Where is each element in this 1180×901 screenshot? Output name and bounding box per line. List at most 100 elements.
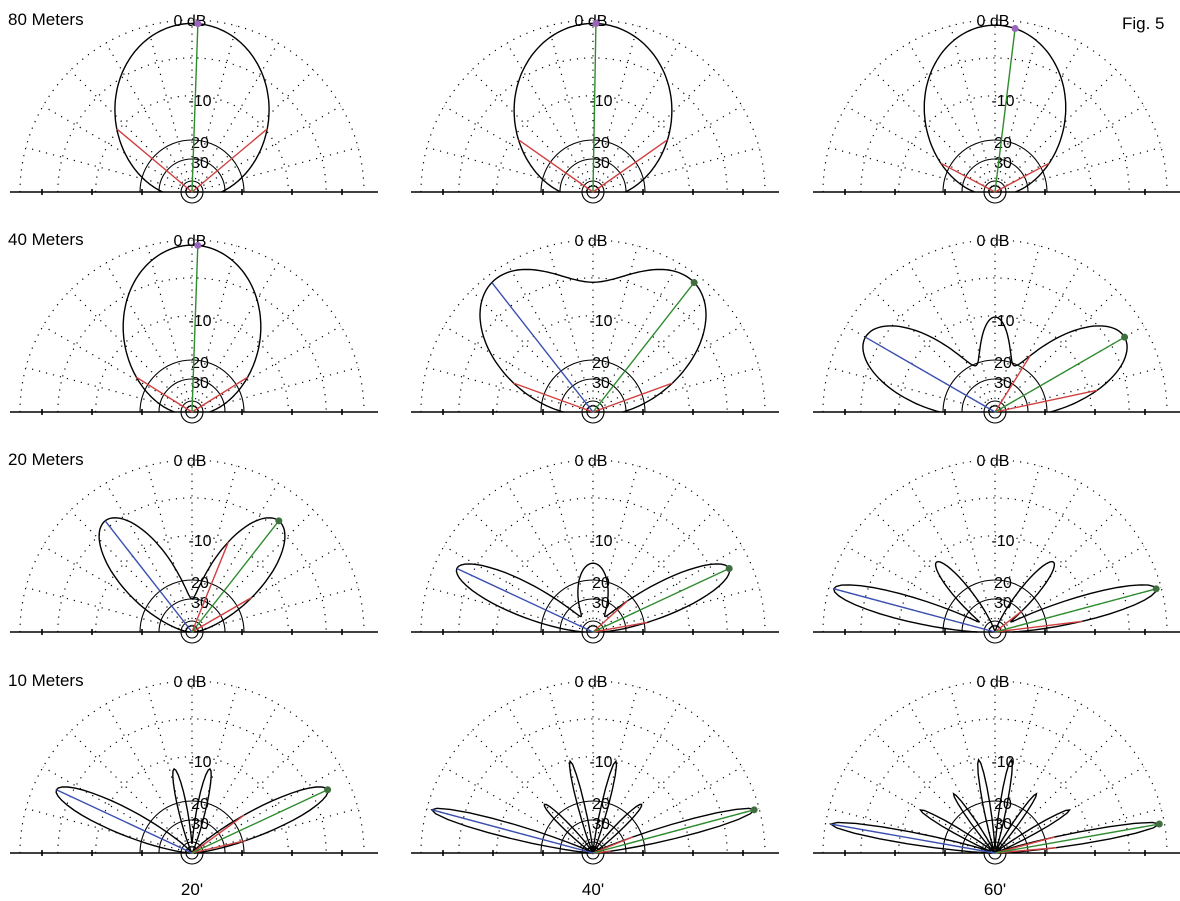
half-power-line [518,139,594,193]
grid-spoke [195,69,315,189]
back-lobe-line [833,588,996,633]
grid-spoke [25,146,187,192]
half-power-line [592,139,668,193]
peak-marker [194,20,202,28]
peak-marker [1011,25,1019,33]
half-power-line [191,541,230,633]
db-ring [961,598,1029,633]
scale-label-0db: 0 dB [977,453,1010,470]
half-power-line [136,376,193,413]
scale-label-10: -10 [188,533,211,550]
half-power-line [994,162,1050,193]
figure-label: Fig. 5 [1122,14,1165,33]
column-label: 60' [984,880,1006,899]
db-ring [961,158,1029,193]
peak-line [191,245,199,413]
grid-spoke [470,730,590,850]
scale-label-0db: 0 dB [174,13,207,30]
db-ring [559,819,627,854]
db-ring [540,800,646,854]
back-lobe-line [830,823,996,854]
radiation-pattern [122,244,262,413]
scale-label-10: -10 [188,313,211,330]
db-ring [540,359,646,413]
scale-label-30: 30 [592,595,610,612]
scale-label-20: 20 [994,575,1012,592]
scale-label-10: -10 [991,533,1014,550]
scale-label-10: -10 [991,313,1014,330]
back-lobe-line [431,809,594,854]
peak-marker [194,241,202,249]
grid-spoke [69,730,189,850]
grid-spoke [547,25,593,187]
radiation-pattern [55,767,329,854]
scale-label-0db: 0 dB [977,13,1010,30]
peak-marker [690,279,698,287]
scale-label-30: 30 [592,375,610,392]
scale-label-20: 20 [994,135,1012,152]
band-label: 40 Meters [8,230,84,249]
scale-label-0db: 0 dB [174,674,207,691]
peak-line [994,336,1125,413]
peak-marker [1121,333,1129,341]
grid-spoke [195,289,315,409]
scale-label-0db: 0 dB [575,453,608,470]
scale-label-20: 20 [994,796,1012,813]
grid-spoke [426,146,588,192]
grid-spoke [25,807,187,853]
peak-line [994,823,1160,854]
band-label: 10 Meters [8,671,84,690]
half-power-line [994,610,1023,633]
scale-label-30: 30 [191,155,209,172]
back-lobe-line [104,520,193,633]
scale-label-10: -10 [589,93,612,110]
half-power-line [994,620,1083,633]
radiation-pattern [114,22,270,193]
db-ring [559,378,627,413]
grid-spoke [69,69,189,189]
grid-spoke [197,146,359,192]
scale-label-20: 20 [592,355,610,372]
grid-spoke [949,25,995,187]
scale-label-0db: 0 dB [174,233,207,250]
peak-line [191,520,280,633]
scale-label-20: 20 [191,796,209,813]
db-ring [139,139,245,193]
grid-spoke [949,245,995,407]
half-power-line [592,836,633,854]
peak-line [994,28,1016,193]
grid-spoke [872,730,992,850]
scale-label-0db: 0 dB [575,233,608,250]
grid-spoke [598,146,760,192]
peak-line [994,588,1157,633]
scale-label-10: -10 [991,754,1014,771]
radiation-pattern [455,562,731,633]
peak-marker [1152,585,1160,593]
grid-spoke [596,730,716,850]
grid-spoke [872,69,992,189]
scale-label-10: -10 [991,93,1014,110]
grid-spoke [197,366,359,412]
half-power-line [994,846,1057,854]
grid-spoke [69,289,189,409]
grid-spoke [828,146,990,192]
grid-spoke [195,730,315,850]
db-ring [540,139,646,193]
grid-spoke [470,69,590,189]
db-ring [158,378,226,413]
db-ring [158,158,226,193]
half-power-line [116,128,193,193]
half-power-line [191,814,245,854]
scale-label-0db: 0 dB [575,13,608,30]
scale-label-20: 20 [191,355,209,372]
scale-label-0db: 0 dB [977,233,1010,250]
half-power-line [191,839,246,854]
radiation-pattern [479,268,707,413]
